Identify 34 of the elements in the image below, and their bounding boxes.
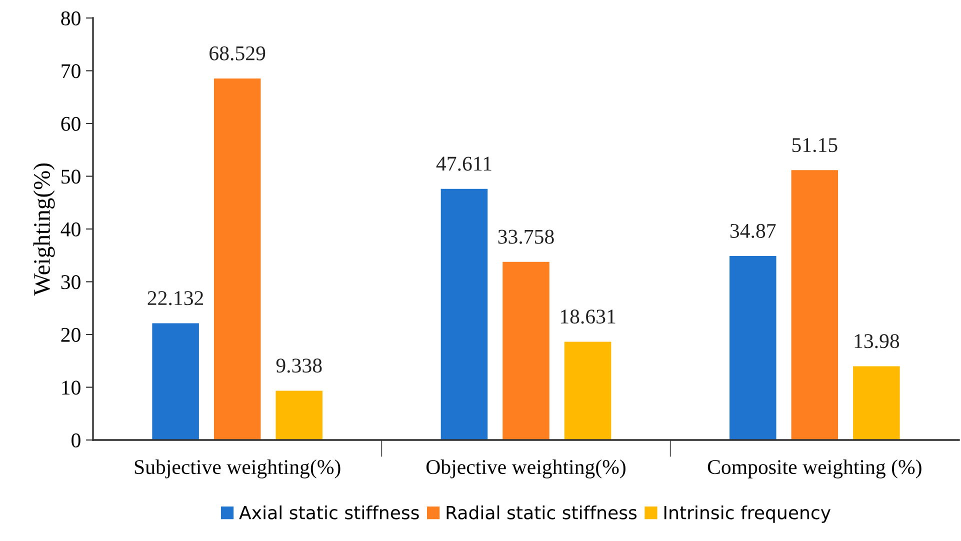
- y-tick-label: 70: [62, 64, 80, 78]
- data-label: 22.132: [148, 291, 204, 306]
- bar: [276, 390, 322, 440]
- y-tick-label: 20: [61, 328, 80, 342]
- y-axis-title: Weighting(%): [33, 163, 55, 296]
- legend-label: Axial static stiffness: [239, 505, 419, 520]
- data-label: 18.631: [560, 310, 616, 324]
- data-label: 9.338: [276, 358, 322, 373]
- y-tick-label: 10: [62, 380, 80, 395]
- data-label: 33.758: [498, 230, 554, 244]
- y-tick-label: 30: [61, 275, 80, 290]
- data-label: 34.87: [730, 224, 776, 238]
- bar: [502, 262, 550, 440]
- bar: [152, 323, 199, 440]
- y-tick-label: 0: [72, 433, 80, 448]
- bar: [853, 366, 900, 440]
- bar: [440, 188, 488, 440]
- x-tick-label: Objective weighting(%): [426, 459, 626, 478]
- data-label: 51.15: [792, 138, 838, 152]
- bar: [564, 342, 612, 440]
- y-tick-label: 80: [61, 11, 80, 26]
- y-tick-label: 50: [62, 170, 80, 184]
- data-label: 68.529: [210, 46, 266, 60]
- legend-label: Intrinsic frequency: [664, 505, 831, 523]
- x-tick-label: Composite weighting (%): [708, 459, 922, 478]
- bar: [214, 78, 261, 440]
- bar: [791, 170, 838, 440]
- y-tick-label: 40: [60, 222, 80, 236]
- data-label: 47.611: [436, 156, 492, 171]
- data-label: 13.98: [854, 334, 900, 348]
- bar: [730, 256, 776, 440]
- legend-label: Radial static stiffness: [446, 505, 637, 520]
- y-tick-label: 60: [61, 116, 80, 131]
- x-tick-label: Subjective weighting(%): [134, 459, 340, 478]
